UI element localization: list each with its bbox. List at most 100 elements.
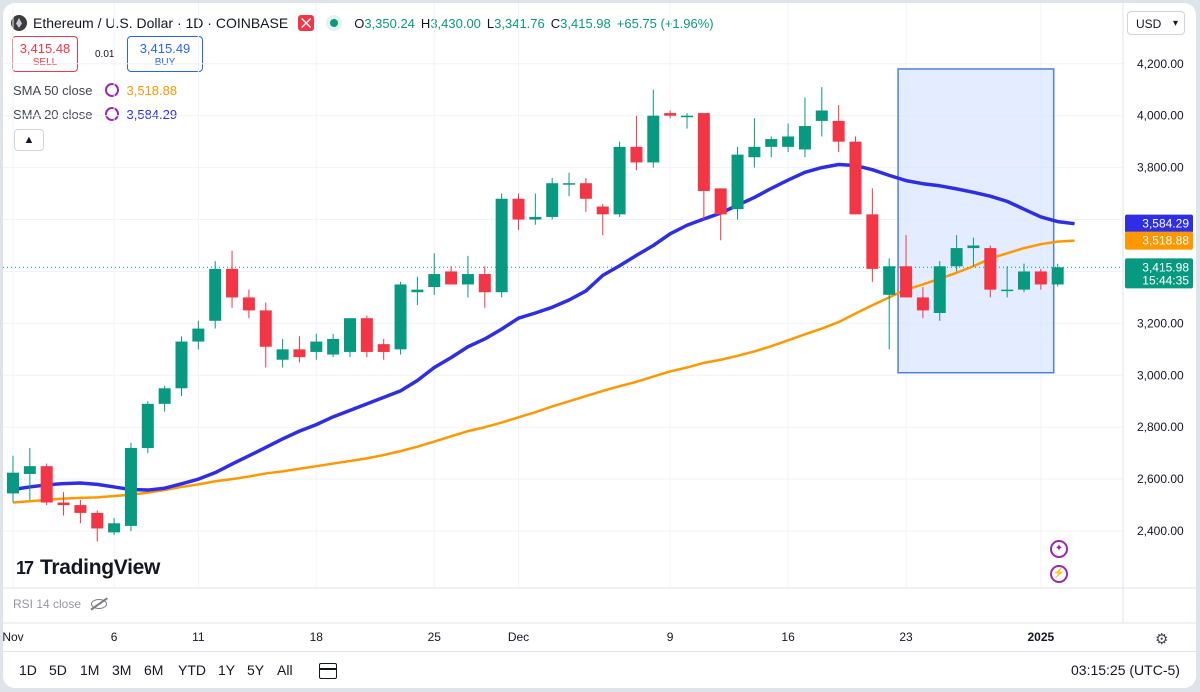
- candle-body: [344, 318, 356, 352]
- candle-body: [1034, 271, 1047, 285]
- time-tick-label: 23: [899, 630, 913, 644]
- candle-body: [23, 466, 36, 474]
- lightning-icon[interactable]: ⚡: [1050, 565, 1068, 583]
- rsi-pane-label[interactable]: RSI 14 close: [13, 597, 108, 611]
- tradingview-mark-icon: 17: [16, 557, 34, 578]
- indicator-sma20-label: SMA 20 close: [13, 106, 93, 122]
- candle-body: [461, 274, 474, 285]
- price-tick-label: 4,000.00: [1137, 109, 1184, 123]
- candle-body: [108, 523, 121, 533]
- candle-body: [175, 341, 188, 389]
- candle-body: [681, 115, 693, 118]
- gear-icon[interactable]: ⚙: [1155, 631, 1169, 648]
- range-1y[interactable]: 1Y: [218, 662, 236, 678]
- range-5d[interactable]: 5D: [49, 662, 67, 678]
- close-icon[interactable]: [298, 15, 315, 31]
- candle-body: [360, 318, 373, 352]
- sma50-line: [12, 239, 1075, 504]
- time-tick-label: 9: [667, 630, 674, 644]
- price-tag: [1125, 258, 1193, 289]
- range-ytd[interactable]: YTD: [178, 662, 206, 678]
- candle-body: [57, 502, 70, 506]
- candle-body: [327, 338, 340, 355]
- tradingview-wordmark: TradingView: [40, 556, 161, 579]
- candle-body: [293, 349, 306, 358]
- ohlc-high-value: 3,430.00: [430, 15, 481, 31]
- candle-body: [883, 266, 896, 295]
- calendar-icon[interactable]: [319, 663, 337, 679]
- ohlc-low-value: 3,341.76: [494, 15, 545, 31]
- clock-timezone[interactable]: 03:15:25 (UTC-5): [1071, 662, 1180, 678]
- candle-body: [7, 472, 19, 494]
- price-tick-label: 2,800.00: [1137, 420, 1184, 434]
- candle-body: [495, 198, 508, 293]
- candle-body: [546, 183, 559, 217]
- candle-body: [714, 188, 727, 215]
- symbol-title[interactable]: Ethereum / U.S. Dollar · 1D · COINBASE: [33, 15, 289, 31]
- indicator-sma20[interactable]: SMA 20 close 3,584.29: [13, 105, 177, 123]
- candle-body: [765, 139, 778, 147]
- indicator-sma50[interactable]: SMA 50 close 3,518.88: [13, 81, 177, 99]
- candle-body: [866, 214, 879, 269]
- sparkle-icon[interactable]: ✦: [1050, 540, 1068, 558]
- candle-body: [40, 466, 53, 503]
- candle-body: [563, 183, 576, 185]
- time-tick-label: 18: [310, 630, 324, 644]
- candle-body: [1051, 267, 1064, 285]
- candle-body: [141, 403, 154, 448]
- range-3m[interactable]: 3M: [112, 662, 132, 678]
- range-5y[interactable]: 5Y: [247, 662, 265, 678]
- candle-body: [259, 310, 272, 347]
- buy-button[interactable]: 3,415.49 BUY: [127, 36, 203, 72]
- ethereum-icon: [11, 15, 27, 31]
- candle-body: [596, 206, 609, 215]
- candle-body: [276, 349, 289, 360]
- indicator-sma20-value: 3,584.29: [126, 106, 178, 122]
- market-status-dot: [330, 19, 339, 27]
- time-tick-label: 11: [192, 630, 205, 644]
- collapse-indicators-button[interactable]: ▲: [14, 129, 44, 151]
- rsi-label: RSI 14 close: [13, 597, 82, 611]
- price-chart[interactable]: 4,200.004,000.003,800.003,600.003,400.00…: [3, 3, 1196, 651]
- ohlc-change-value: +65.75 (+1.96%): [616, 15, 714, 31]
- range-1m[interactable]: 1M: [80, 662, 100, 678]
- price-tag-label: 3,415.98: [1142, 260, 1189, 274]
- range-1d[interactable]: 1D: [19, 662, 37, 678]
- price-tag-countdown: 15:44:35: [1142, 273, 1189, 287]
- candle-body: [74, 505, 87, 513]
- candle-body: [630, 146, 643, 163]
- ohlc-open: O3,350.24: [354, 15, 415, 31]
- highlight-rectangle: [897, 68, 1055, 374]
- candle-body: [226, 268, 239, 298]
- price-tick-label: 3,800.00: [1137, 161, 1184, 175]
- refresh-icon[interactable]: [104, 83, 119, 97]
- price-tick-label: 4,200.00: [1137, 57, 1184, 71]
- currency-select[interactable]: USD: [1127, 11, 1185, 36]
- range-6m[interactable]: 6M: [144, 662, 164, 678]
- eye-hidden-icon[interactable]: [91, 599, 108, 609]
- candle-body: [815, 110, 828, 121]
- candle-body: [933, 266, 946, 313]
- candle-body: [731, 154, 744, 210]
- sell-price: 3,415.48: [19, 41, 71, 56]
- chart-window: Ethereum / U.S. Dollar · 1D · COINBASE O…: [3, 3, 1196, 688]
- bottom-toolbar: 1D 5D 1M 3M 6M YTD 1Y 5Y All 03:15:25 (U…: [3, 651, 1196, 688]
- symbol-header[interactable]: Ethereum / U.S. Dollar · 1D · COINBASE O…: [11, 13, 720, 33]
- buy-label: BUY: [154, 57, 176, 68]
- candle-body: [613, 146, 626, 215]
- indicator-sma50-value: 3,518.88: [126, 82, 178, 98]
- price-tick-label: 2,600.00: [1137, 472, 1184, 486]
- candle-body: [950, 248, 963, 267]
- candle-body: [647, 115, 660, 163]
- candle-body: [394, 284, 407, 350]
- candle-body: [310, 341, 323, 352]
- refresh-icon[interactable]: [104, 107, 119, 121]
- range-all[interactable]: All: [277, 662, 293, 678]
- candle-body: [664, 113, 677, 116]
- candle-body: [158, 388, 171, 404]
- buy-price: 3,415.49: [139, 41, 191, 56]
- candle-body: [209, 268, 222, 321]
- ohlc-low: L3,341.76: [486, 15, 545, 31]
- time-tick-label: 16: [781, 630, 795, 644]
- ohlc-change: +65.75 (+1.96%): [617, 16, 714, 31]
